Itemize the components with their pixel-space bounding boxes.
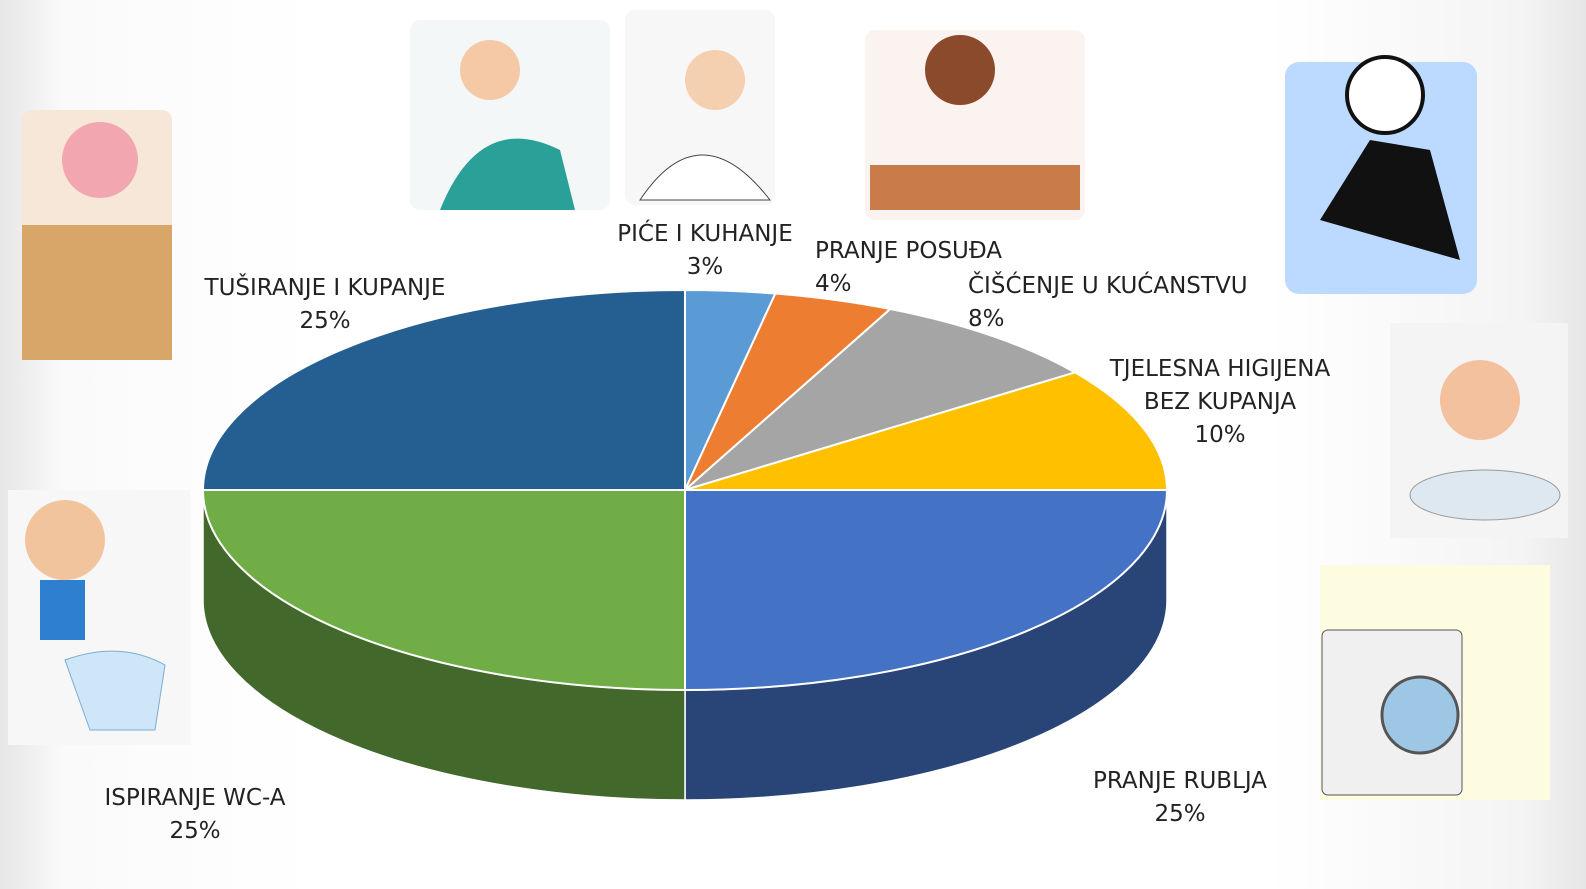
illustration <box>870 165 1080 210</box>
category-label: ISPIRANJE WC-A <box>70 782 320 815</box>
illustration <box>1347 57 1423 133</box>
illustration <box>62 122 138 198</box>
value-label: 25% <box>1060 798 1300 831</box>
category-label: TJELESNA HIGIJENA BEZ KUPANJA <box>1085 353 1355 419</box>
illustration <box>1440 360 1520 440</box>
value-label: 8% <box>968 303 1298 336</box>
value-label: 10% <box>1085 419 1355 452</box>
value-label: 25% <box>70 815 320 848</box>
illustration <box>1410 470 1560 520</box>
value-label: 25% <box>175 305 475 338</box>
category-label: PIĆE I KUHANJE <box>600 218 810 251</box>
category-label: TUŠIRANJE I KUPANJE <box>175 272 475 305</box>
illustration <box>460 40 520 100</box>
illustration <box>925 35 995 105</box>
illustration <box>1382 677 1458 753</box>
illustration <box>25 500 105 580</box>
category-label: PRANJE RUBLJA <box>1060 765 1300 798</box>
illustration <box>22 225 172 360</box>
illustration <box>685 50 745 110</box>
category-label: PRANJE POSUĐA <box>815 235 1055 268</box>
value-label: 3% <box>600 251 810 284</box>
illustration <box>40 580 85 640</box>
category-label: ČIŠĆENJE U KUĆANSTVU <box>968 270 1298 303</box>
page: PIĆE I KUHANJE3%PRANJE POSUĐA4%ČIŠĆENJE … <box>0 0 1586 889</box>
